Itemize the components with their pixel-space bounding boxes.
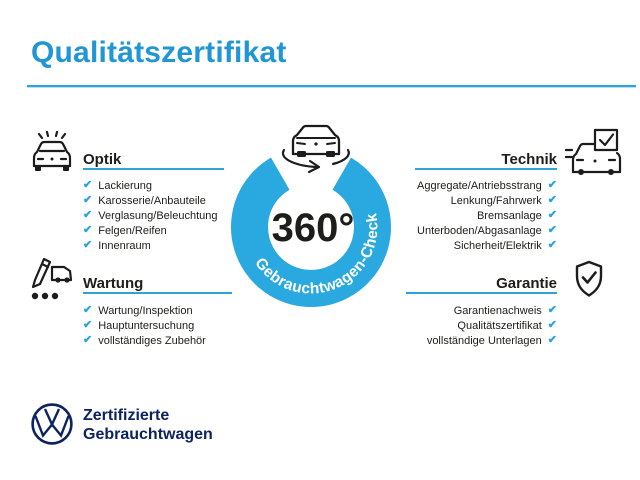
check-icon: ✔: [547, 304, 557, 316]
checklist-item: ✔ Verglasung/Beleuchtung: [83, 208, 217, 223]
footer-claim-line1: Zertifizierte: [83, 407, 170, 424]
section-title-garantie: Garantie: [496, 275, 557, 292]
check-icon: ✔: [83, 239, 93, 251]
check-icon: ✔: [83, 179, 93, 191]
section-title-optik: Optik: [83, 151, 122, 168]
page-title: Qualitätszertifikat: [31, 36, 287, 69]
car-checkbox-icon: [565, 128, 622, 175]
checklist-garantie: Garantienachweis ✔ Qualitätszertifikat ✔ vol…: [427, 303, 557, 348]
checklist-item-label: Aggregate/Antriebsstrang: [417, 179, 542, 192]
checklist-item: vollständige Unterlagen ✔: [427, 333, 557, 348]
checklist-item: ✔ Wartung/Inspektion: [83, 303, 206, 318]
check-icon: ✔: [83, 209, 93, 221]
checklist-item-label: Wartung/Inspektion: [98, 304, 193, 317]
checklist-optik: ✔ Lackierung ✔ Karosserie/Anbauteile ✔ Vergla…: [83, 178, 217, 253]
checklist-item-label: Lenkung/Fahrwerk: [450, 194, 542, 207]
check-icon: ✔: [83, 319, 93, 331]
checklist-item: ✔ Innenraum: [83, 238, 217, 253]
checklist-technik: Aggregate/Antriebsstrang ✔ Lenkung/Fahrwer…: [417, 178, 557, 253]
checklist-item-label: Sicherheit/Elektrik: [453, 239, 542, 252]
checklist-item-label: vollständiges Zubehör: [98, 334, 206, 347]
checklist-item: ✔ Karosserie/Anbauteile: [83, 193, 217, 208]
car-front-lights-icon: [32, 130, 72, 171]
checklist-item-label: Karosserie/Anbauteile: [98, 194, 206, 207]
section-rule-technik: [415, 168, 557, 170]
check-icon: ✔: [83, 304, 93, 316]
check-icon: ✔: [83, 334, 93, 346]
check-icon: ✔: [547, 209, 557, 221]
footer-claim: Zertifizierte Gebrauchtwagen: [83, 406, 213, 444]
checklist-item: ✔ Hauptuntersuchung: [83, 318, 206, 333]
check-icon: ✔: [83, 224, 93, 236]
checklist-item: Garantienachweis ✔: [427, 303, 557, 318]
shield-check-icon: [575, 260, 603, 297]
checklist-item-label: Innenraum: [98, 239, 151, 252]
section-title-wartung: Wartung: [83, 275, 144, 292]
checklist-item-label: Bremsanlage: [476, 209, 542, 222]
checklist-item-label: Verglasung/Beleuchtung: [98, 209, 218, 222]
checklist-item-label: Felgen/Reifen: [98, 224, 167, 237]
check-icon: ✔: [547, 239, 557, 251]
checklist-item-label: Unterboden/Abgasanlage: [417, 224, 542, 237]
checklist-item-label: Lackierung: [98, 179, 153, 192]
check-icon: ✔: [547, 179, 557, 191]
section-rule-wartung: [83, 292, 232, 294]
check-icon: ✔: [547, 224, 557, 236]
section-rule-garantie: [406, 292, 557, 294]
service-pencil-car-icon: [31, 257, 73, 300]
checklist-item: Unterboden/Abgasanlage ✔: [417, 223, 557, 238]
section-rule-optik: [83, 168, 224, 170]
check-icon: ✔: [83, 194, 93, 206]
checklist-item: ✔ Felgen/Reifen: [83, 223, 217, 238]
360-check-badge: Gebrauchtwagen-Check 360°: [231, 124, 391, 307]
title-divider: [27, 85, 636, 87]
checklist-item: Aggregate/Antriebsstrang ✔: [417, 178, 557, 193]
degree-label: 360°: [272, 206, 355, 250]
checklist-item: ✔ Lackierung: [83, 178, 217, 193]
checklist-item-label: vollständige Unterlagen: [426, 334, 542, 347]
check-icon: ✔: [547, 334, 557, 346]
section-title-technik: Technik: [501, 151, 557, 168]
checklist-item: Bremsanlage ✔: [417, 208, 557, 223]
checklist-wartung: ✔ Wartung/Inspektion ✔ Hauptuntersuchung ✔ vo…: [83, 303, 206, 348]
car-rotation-icon: [281, 124, 350, 174]
check-icon: ✔: [547, 319, 557, 331]
vw-logo: [31, 403, 73, 445]
footer-claim-line2: Gebrauchtwagen: [83, 426, 213, 443]
checklist-item: Lenkung/Fahrwerk ✔: [417, 193, 557, 208]
checklist-item-label: Hauptuntersuchung: [98, 319, 195, 332]
check-icon: ✔: [547, 194, 557, 206]
checklist-item: Sicherheit/Elektrik ✔: [417, 238, 557, 253]
checklist-item-label: Garantienachweis: [453, 304, 542, 317]
ring-shape: [231, 157, 391, 307]
checklist-item: Qualitätszertifikat ✔: [427, 318, 557, 333]
checklist-item: ✔ vollständiges Zubehör: [83, 333, 206, 348]
checklist-item-label: Qualitätszertifikat: [457, 319, 542, 332]
